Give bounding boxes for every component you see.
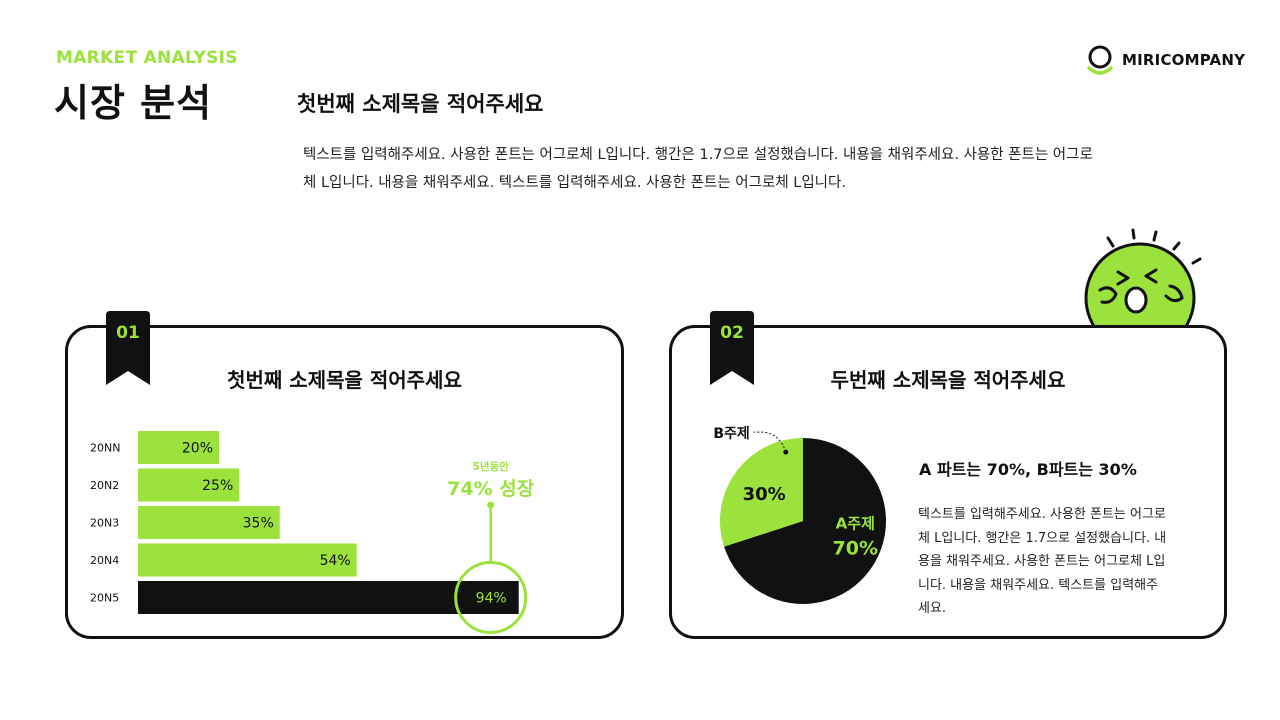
value-label: 35% bbox=[243, 516, 274, 532]
value-label: 54% bbox=[320, 553, 351, 569]
slice-name-label: A주제 bbox=[836, 515, 875, 533]
value-label: 94% bbox=[476, 591, 507, 607]
pie-info-text: 텍스트를 입력해주세요. 사용한 폰트는 어그로체 L입니다. 행간은 1.7으… bbox=[918, 507, 1167, 616]
bar bbox=[138, 581, 519, 614]
subtitle: 첫번째 소제목을 적어주세요 bbox=[297, 92, 544, 116]
cheering-mascot-icon bbox=[1084, 228, 1202, 336]
circle-smile-logo-icon bbox=[1087, 45, 1113, 75]
card-title: 첫번째 소제목을 적어주세요 bbox=[227, 368, 462, 392]
number-tag: 01 bbox=[106, 311, 150, 385]
pie-slice bbox=[724, 438, 886, 604]
category-label: 20N4 bbox=[90, 554, 119, 567]
bar bbox=[138, 543, 357, 577]
bar bbox=[138, 506, 280, 539]
slice-value-label: 70% bbox=[833, 538, 878, 560]
brand-name: MIRICOMPANY bbox=[1122, 51, 1246, 69]
card-number: 01 bbox=[116, 323, 140, 343]
brand: MIRICOMPANY bbox=[1086, 44, 1245, 76]
bookmark-icon bbox=[106, 311, 150, 385]
annotation-small: 5년동안 bbox=[473, 460, 510, 473]
page-title: 시장 분석 bbox=[54, 81, 213, 125]
bookmark-icon bbox=[710, 311, 754, 385]
number-tag: 02 bbox=[710, 311, 754, 385]
value-label: 20% bbox=[182, 441, 213, 457]
description: 텍스트를 입력해주세요. 사용한 폰트는 어그로체 L입니다. 행간은 1.7으… bbox=[303, 147, 1093, 191]
bar bbox=[138, 431, 219, 464]
bar-chart: 20NN 20% 20N2 25% 20N3 35% 20N4 54% 20N5 94% 5년동안 7… bbox=[90, 431, 535, 634]
annotation-big: 74% 성장 bbox=[447, 478, 535, 500]
category-label: 20NN bbox=[90, 442, 120, 455]
connector-dot bbox=[487, 501, 495, 509]
card-title: 두번째 소제목을 적어주세요 bbox=[830, 368, 1066, 392]
pie-info-title: A 파트는 70%, B파트는 30% bbox=[919, 460, 1137, 479]
bar-chart-card: 01 첫번째 소제목을 적어주세요 20NN 20% 20N2 25% 20N3 35% 2… bbox=[65, 311, 624, 639]
leader-dot bbox=[783, 449, 789, 455]
pie-chart-card: 02 두번째 소제목을 적어주세요 A주제 70% 30% B주제 A 파트는 70%… bbox=[669, 311, 1227, 639]
bar bbox=[138, 468, 240, 502]
category-label: 20N5 bbox=[90, 592, 119, 605]
pie-slice bbox=[720, 438, 803, 547]
category-label: 20N3 bbox=[90, 517, 119, 530]
category-label: 20N2 bbox=[90, 479, 119, 492]
slice-name-label: B주제 bbox=[713, 426, 749, 442]
slice-value-label: 30% bbox=[743, 484, 786, 505]
eyebrow: MARKET ANALYSIS bbox=[56, 48, 238, 68]
card-number: 02 bbox=[720, 323, 744, 343]
value-label: 25% bbox=[202, 478, 233, 494]
pie-chart: A주제 70% 30% B주제 bbox=[713, 426, 886, 604]
